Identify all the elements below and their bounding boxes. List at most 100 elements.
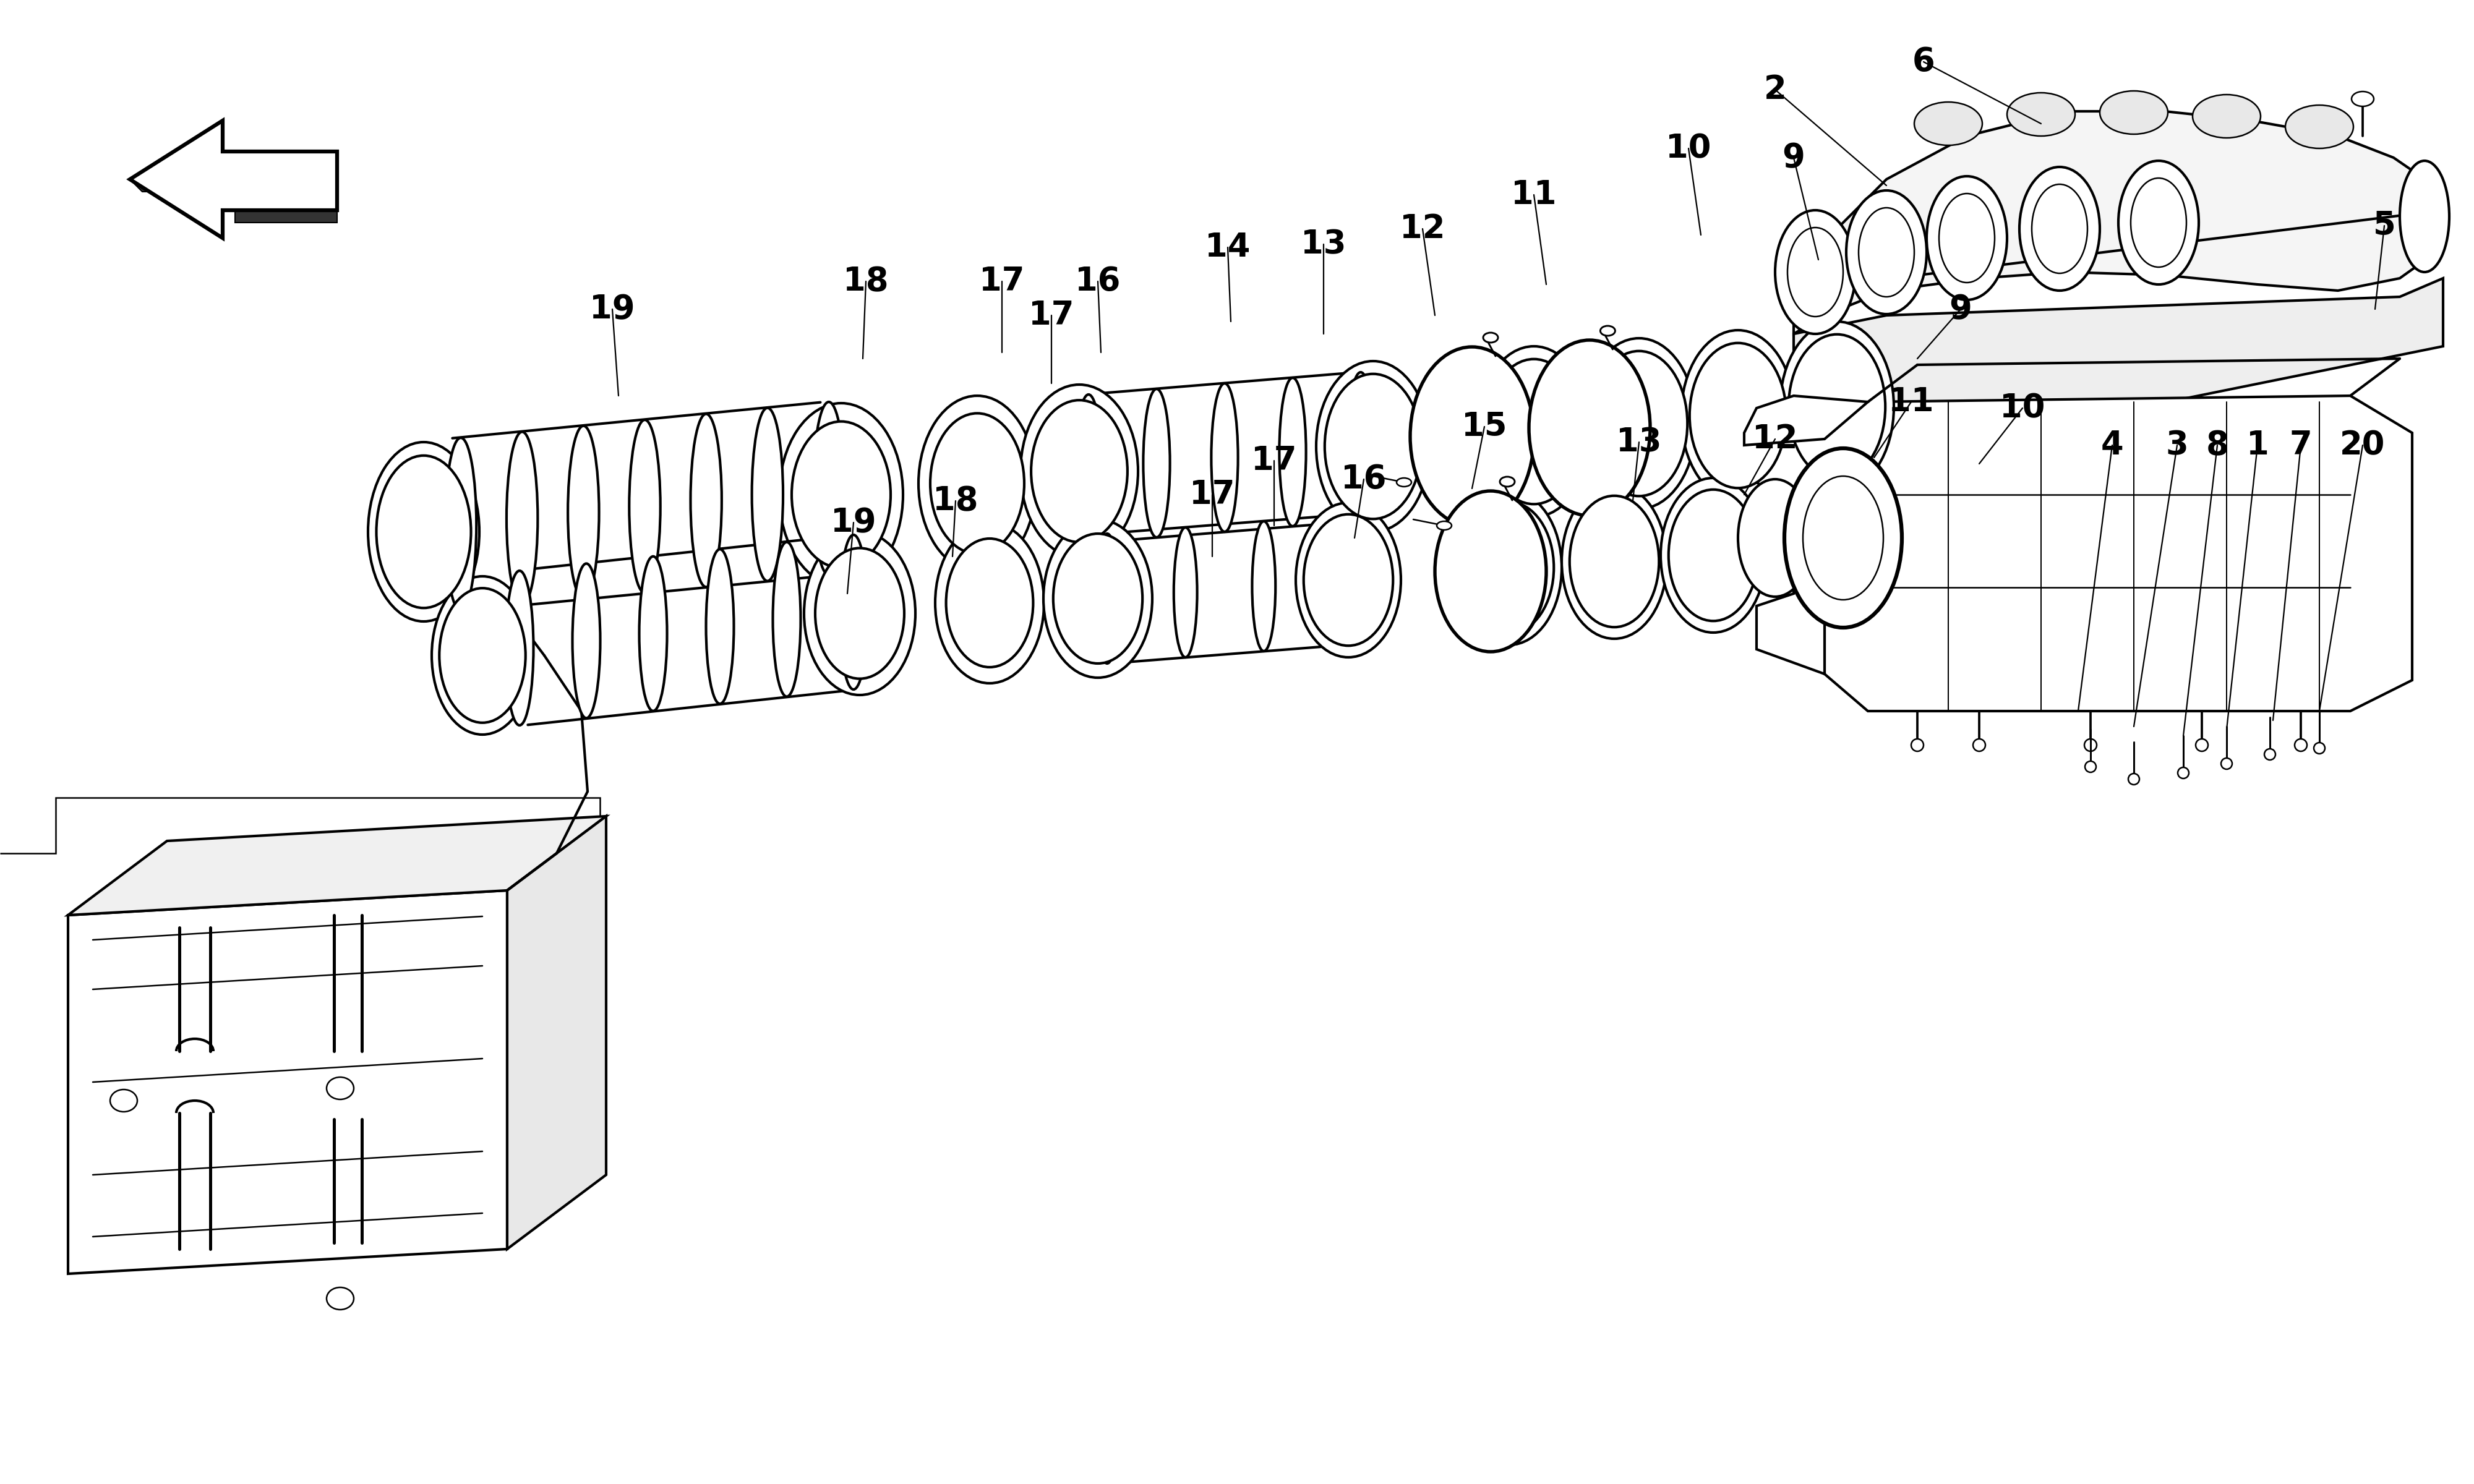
Ellipse shape: [1737, 479, 1811, 597]
Ellipse shape: [1561, 484, 1667, 638]
Ellipse shape: [1054, 534, 1143, 663]
Text: 17: 17: [1252, 445, 1296, 476]
Ellipse shape: [2128, 773, 2140, 785]
Ellipse shape: [2086, 761, 2095, 772]
Ellipse shape: [638, 556, 668, 711]
Ellipse shape: [1583, 338, 1697, 509]
Ellipse shape: [2083, 739, 2098, 751]
Ellipse shape: [2264, 749, 2276, 760]
Ellipse shape: [705, 549, 735, 703]
Ellipse shape: [433, 576, 534, 735]
Ellipse shape: [2222, 758, 2232, 769]
Ellipse shape: [1022, 384, 1138, 558]
Ellipse shape: [569, 426, 599, 600]
Ellipse shape: [2118, 160, 2199, 285]
Ellipse shape: [1076, 395, 1101, 543]
Text: 19: 19: [831, 506, 876, 539]
Ellipse shape: [1296, 503, 1400, 657]
Polygon shape: [507, 816, 606, 1250]
Text: 4: 4: [2100, 429, 2123, 462]
Text: 16: 16: [1341, 463, 1385, 496]
Ellipse shape: [1252, 521, 1277, 651]
Text: 13: 13: [1301, 229, 1346, 260]
Ellipse shape: [1499, 476, 1514, 487]
Ellipse shape: [1465, 502, 1554, 634]
Ellipse shape: [814, 402, 844, 574]
Ellipse shape: [935, 522, 1044, 683]
Ellipse shape: [2400, 160, 2449, 272]
Text: 7: 7: [2288, 429, 2313, 462]
Text: 2: 2: [1764, 74, 1786, 105]
Ellipse shape: [1437, 521, 1452, 530]
Text: 18: 18: [933, 485, 977, 516]
Ellipse shape: [1601, 326, 1616, 335]
Ellipse shape: [327, 1287, 354, 1309]
Ellipse shape: [376, 456, 470, 608]
Ellipse shape: [918, 396, 1037, 571]
Text: 1: 1: [2246, 429, 2269, 462]
Ellipse shape: [1348, 372, 1373, 521]
Ellipse shape: [816, 548, 905, 678]
Ellipse shape: [1789, 334, 1885, 479]
Ellipse shape: [945, 539, 1034, 668]
Text: 9: 9: [1950, 292, 1972, 325]
Text: 5: 5: [2373, 209, 2395, 242]
Ellipse shape: [1940, 193, 1994, 282]
Ellipse shape: [752, 408, 784, 582]
Ellipse shape: [1690, 343, 1786, 488]
Ellipse shape: [507, 432, 537, 605]
Ellipse shape: [1173, 527, 1197, 657]
Polygon shape: [1794, 279, 2444, 457]
Ellipse shape: [1477, 346, 1591, 516]
Ellipse shape: [1927, 177, 2006, 300]
Ellipse shape: [1484, 332, 1499, 343]
Ellipse shape: [327, 1077, 354, 1100]
Ellipse shape: [804, 531, 915, 695]
Ellipse shape: [505, 571, 534, 726]
Ellipse shape: [930, 413, 1024, 554]
Polygon shape: [1794, 111, 2444, 334]
Text: 3: 3: [2165, 429, 2189, 462]
Polygon shape: [0, 798, 599, 1175]
Ellipse shape: [1910, 739, 1925, 751]
Text: 12: 12: [1400, 212, 1445, 245]
Ellipse shape: [1395, 478, 1410, 487]
Ellipse shape: [628, 420, 661, 594]
Ellipse shape: [1786, 227, 1843, 316]
Ellipse shape: [1304, 515, 1393, 646]
Ellipse shape: [445, 438, 477, 611]
Polygon shape: [129, 180, 336, 237]
Ellipse shape: [839, 534, 868, 690]
Ellipse shape: [1529, 340, 1650, 515]
Ellipse shape: [779, 404, 903, 586]
Ellipse shape: [1569, 496, 1660, 628]
Ellipse shape: [1784, 448, 1903, 628]
Text: 11: 11: [1888, 386, 1935, 418]
Ellipse shape: [1484, 359, 1583, 505]
Ellipse shape: [440, 588, 524, 723]
Text: 15: 15: [1462, 411, 1507, 442]
Text: 19: 19: [589, 292, 636, 325]
Ellipse shape: [2313, 742, 2326, 754]
Ellipse shape: [1591, 352, 1687, 496]
Text: 10: 10: [1665, 132, 1712, 165]
Ellipse shape: [2031, 184, 2088, 273]
Polygon shape: [129, 120, 336, 237]
Ellipse shape: [1781, 322, 1895, 493]
Text: 8: 8: [2207, 429, 2229, 462]
Ellipse shape: [1804, 476, 1883, 600]
Ellipse shape: [1324, 374, 1423, 519]
Ellipse shape: [1032, 401, 1128, 542]
Ellipse shape: [1682, 329, 1796, 500]
Ellipse shape: [2197, 739, 2209, 751]
Text: 11: 11: [1512, 178, 1556, 211]
Text: 17: 17: [980, 266, 1024, 297]
Ellipse shape: [1143, 389, 1170, 537]
Ellipse shape: [1667, 490, 1759, 620]
Text: 17: 17: [1029, 300, 1074, 331]
Text: 20: 20: [2340, 429, 2385, 462]
Ellipse shape: [2100, 91, 2167, 134]
Ellipse shape: [369, 442, 480, 622]
Ellipse shape: [1974, 739, 1984, 751]
Ellipse shape: [1435, 491, 1546, 651]
